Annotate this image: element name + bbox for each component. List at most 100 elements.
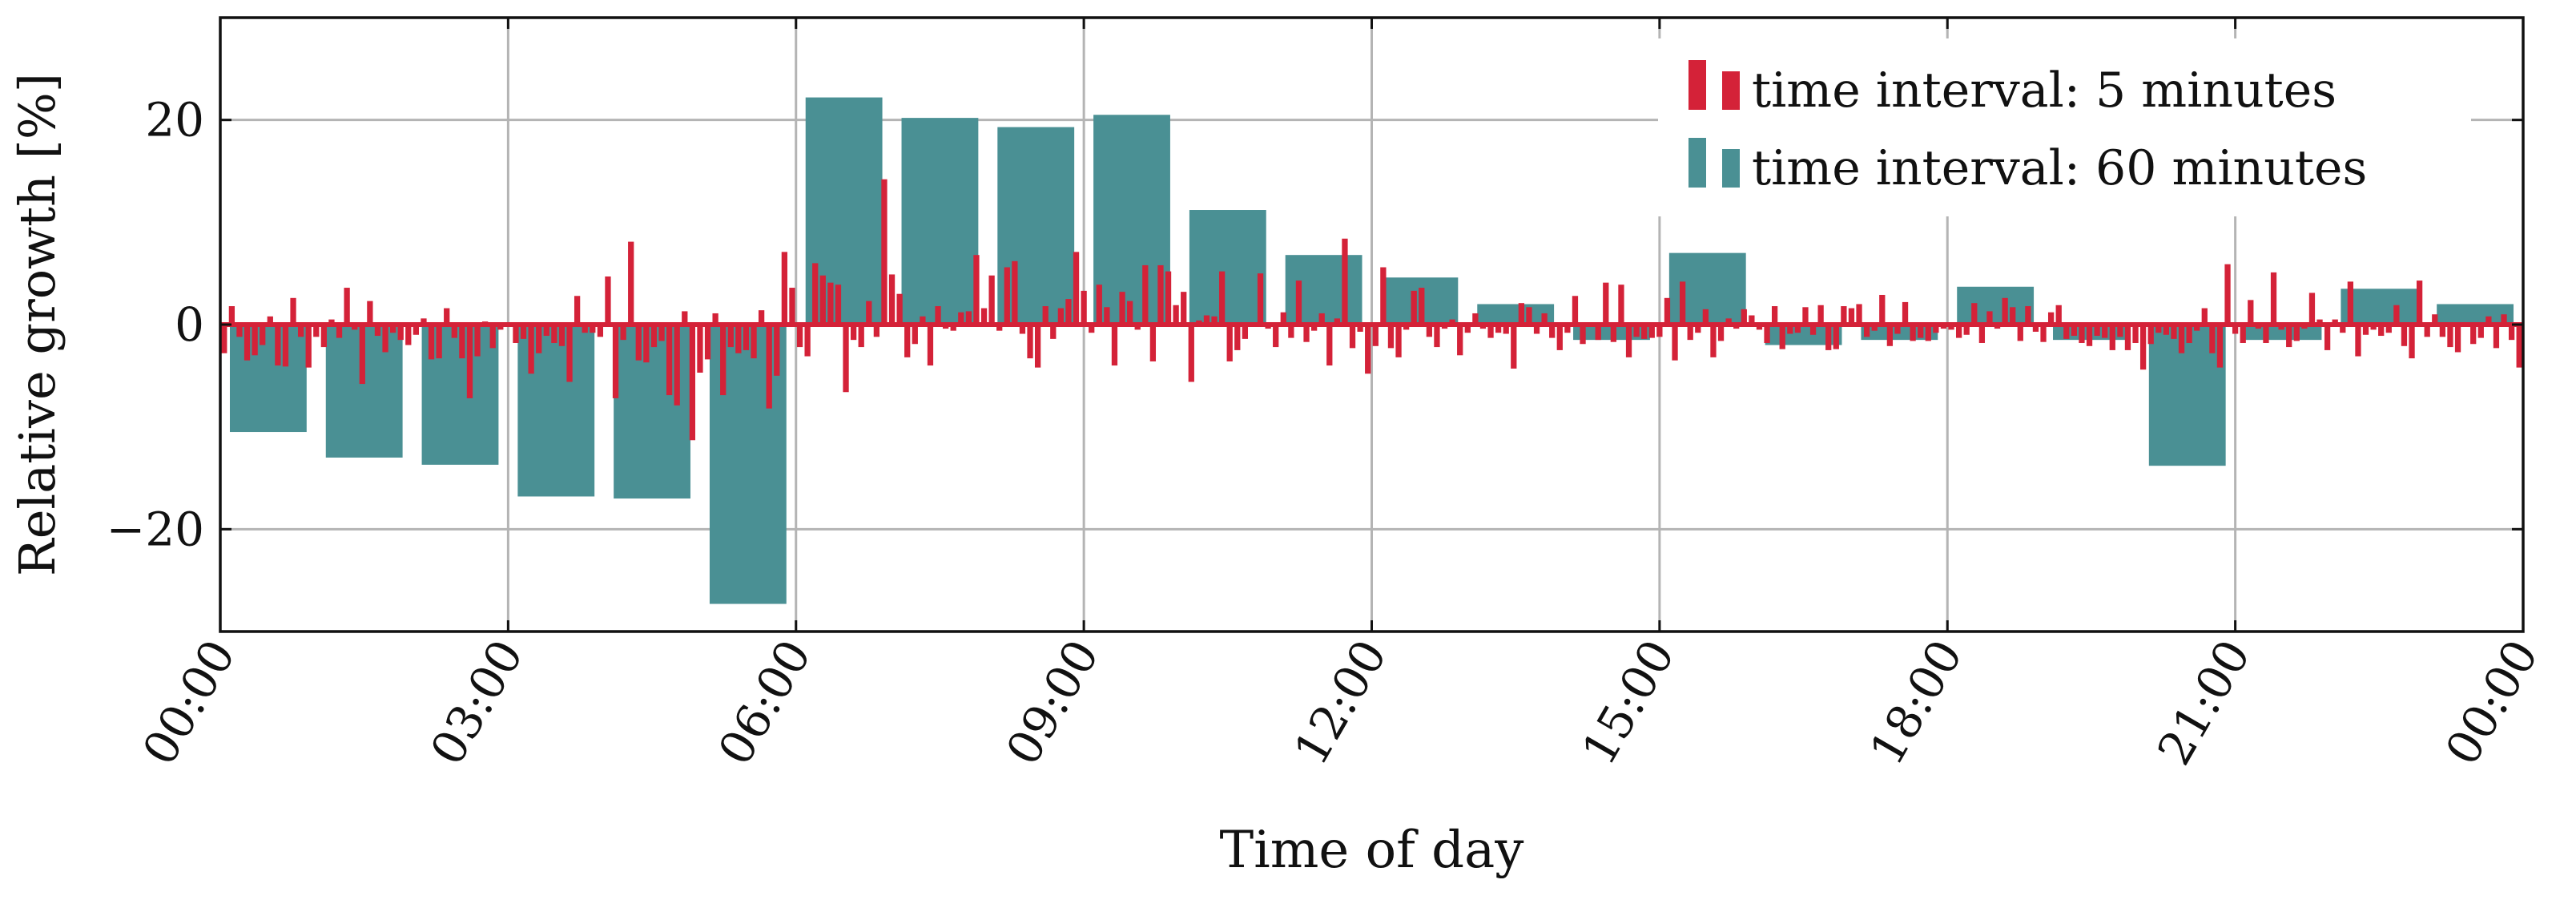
bar-5min-272 xyxy=(2308,293,2316,325)
bar-5min-209 xyxy=(1825,325,1832,350)
bar-5min-21 xyxy=(382,325,388,353)
bar-5min-269 xyxy=(2286,325,2292,348)
bar-5min-251 xyxy=(2147,325,2154,345)
bar-5min-287 xyxy=(2424,325,2430,337)
x-axis-label: Time of day xyxy=(1220,821,1524,880)
bar-5min-8 xyxy=(282,325,289,367)
bar-5min-165 xyxy=(1487,325,1494,338)
bar-5min-103 xyxy=(1012,260,1018,325)
bar-5min-244 xyxy=(2094,325,2100,337)
bar-5min-40 xyxy=(528,325,534,374)
bar-5min-247 xyxy=(2117,325,2123,337)
bar-5min-270 xyxy=(2293,325,2300,341)
bar-5min-51 xyxy=(612,325,619,398)
bar-5min-43 xyxy=(551,325,557,343)
bar-5min-299 xyxy=(2516,325,2522,368)
bar-5min-72 xyxy=(774,325,780,376)
bar-5min-30 xyxy=(451,325,457,338)
bar-5min-6 xyxy=(267,316,273,325)
bar-5min-61 xyxy=(689,325,696,441)
bar-5min-36 xyxy=(497,325,504,330)
bar-60min-7 xyxy=(901,118,979,325)
bar-5min-18 xyxy=(359,325,365,385)
bar-5min-296 xyxy=(2493,325,2500,349)
bar-5min-168 xyxy=(1511,325,1517,369)
bar-5min-257 xyxy=(2194,325,2200,331)
bar-5min-86 xyxy=(881,179,888,325)
bar-5min-12 xyxy=(313,325,320,337)
bar-5min-83 xyxy=(858,325,864,348)
bar-5min-70 xyxy=(758,310,765,325)
bar-5min-171 xyxy=(1533,325,1540,334)
bar-60min-9 xyxy=(1093,115,1170,325)
bar-5min-87 xyxy=(888,274,896,325)
bar-5min-214 xyxy=(1863,325,1870,337)
bar-5min-192 xyxy=(1695,325,1701,333)
bar-5min-264 xyxy=(2248,300,2254,325)
bar-5min-243 xyxy=(2086,325,2093,346)
bar-5min-0 xyxy=(221,325,227,353)
bar-5min-195 xyxy=(1717,325,1725,341)
bar-5min-3 xyxy=(244,325,251,361)
bar-5min-17 xyxy=(352,325,358,330)
bar-5min-268 xyxy=(2278,325,2284,330)
bar-5min-289 xyxy=(2439,325,2446,337)
bar-5min-294 xyxy=(2477,325,2484,338)
bar-5min-188 xyxy=(1664,297,1671,325)
series-60-minute-bars xyxy=(229,97,2514,604)
bar-5min-240 xyxy=(2063,325,2070,339)
bar-5min-64 xyxy=(712,313,718,325)
bar-5min-93 xyxy=(935,306,941,325)
bar-5min-179 xyxy=(1595,325,1601,341)
bar-5min-31 xyxy=(459,325,465,359)
bar-5min-190 xyxy=(1679,281,1686,325)
bar-5min-132 xyxy=(1234,325,1241,350)
bar-5min-187 xyxy=(1656,325,1663,337)
bar-5min-135 xyxy=(1257,273,1264,325)
bar-5min-56 xyxy=(650,325,658,348)
x-tick-label: 15:00 xyxy=(1572,631,1685,774)
bar-5min-206 xyxy=(1802,307,1809,325)
bar-5min-90 xyxy=(912,325,918,345)
bar-60min-23 xyxy=(2437,304,2514,325)
bar-5min-5 xyxy=(260,325,266,345)
bar-5min-205 xyxy=(1794,325,1801,333)
bar-5min-92 xyxy=(927,325,934,366)
bar-5min-193 xyxy=(1702,309,1709,325)
bar-5min-286 xyxy=(2416,280,2423,325)
bar-5min-162 xyxy=(1464,325,1471,333)
bar-60min-0 xyxy=(229,325,307,433)
bar-5min-112 xyxy=(1081,290,1087,325)
bar-5min-217 xyxy=(1886,325,1894,346)
y-axis-label: Relative growth [%] xyxy=(8,73,66,576)
bar-5min-276 xyxy=(2340,325,2346,333)
bar-5min-45 xyxy=(566,325,573,382)
bar-5min-32 xyxy=(466,325,473,398)
bar-5min-250 xyxy=(2139,325,2147,370)
bar-5min-177 xyxy=(1580,325,1586,345)
bar-5min-105 xyxy=(1027,325,1033,359)
bar-5min-111 xyxy=(1073,252,1080,325)
bar-5min-138 xyxy=(1280,312,1286,325)
bar-5min-291 xyxy=(2454,325,2461,353)
bar-5min-222 xyxy=(1925,325,1931,341)
bar-5min-100 xyxy=(988,275,995,325)
bar-5min-215 xyxy=(1871,325,1878,331)
bar-5min-267 xyxy=(2270,272,2277,325)
bar-5min-13 xyxy=(320,325,328,348)
bar-5min-137 xyxy=(1273,325,1279,348)
bar-5min-25 xyxy=(413,325,420,335)
bar-5min-170 xyxy=(1526,307,1532,325)
bar-5min-184 xyxy=(1633,325,1640,337)
series-5-minute-bars xyxy=(221,179,2522,441)
bar-5min-259 xyxy=(2209,325,2216,353)
bar-5min-113 xyxy=(1089,325,1095,333)
bar-60min-10 xyxy=(1189,210,1266,325)
bar-5min-68 xyxy=(743,325,750,350)
bar-5min-280 xyxy=(2370,325,2377,330)
bar-5min-261 xyxy=(2224,264,2231,325)
bar-5min-163 xyxy=(1472,313,1479,325)
bar-5min-118 xyxy=(1126,301,1133,325)
bar-5min-208 xyxy=(1817,305,1824,325)
bar-5min-186 xyxy=(1648,325,1655,338)
